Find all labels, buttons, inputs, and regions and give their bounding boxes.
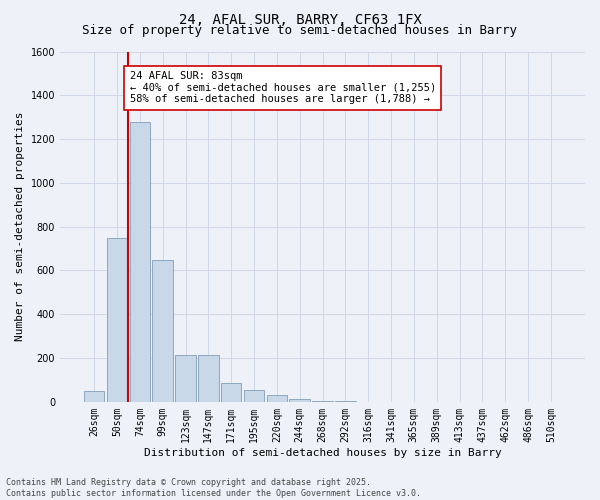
Y-axis label: Number of semi-detached properties: Number of semi-detached properties [15,112,25,342]
Text: 24, AFAL SUR, BARRY, CF63 1FX: 24, AFAL SUR, BARRY, CF63 1FX [179,12,421,26]
X-axis label: Distribution of semi-detached houses by size in Barry: Distribution of semi-detached houses by … [143,448,502,458]
Text: Size of property relative to semi-detached houses in Barry: Size of property relative to semi-detach… [83,24,517,37]
Text: 24 AFAL SUR: 83sqm
← 40% of semi-detached houses are smaller (1,255)
58% of semi: 24 AFAL SUR: 83sqm ← 40% of semi-detache… [130,71,436,104]
Text: Contains HM Land Registry data © Crown copyright and database right 2025.
Contai: Contains HM Land Registry data © Crown c… [6,478,421,498]
Bar [130,122,150,402]
Bar [84,391,104,402]
Bar [175,355,196,402]
Bar [244,390,264,402]
Bar [289,398,310,402]
Bar [107,238,127,402]
Bar [198,355,218,402]
Bar [312,400,333,402]
Bar [266,396,287,402]
Bar [152,260,173,402]
Bar [221,383,241,402]
